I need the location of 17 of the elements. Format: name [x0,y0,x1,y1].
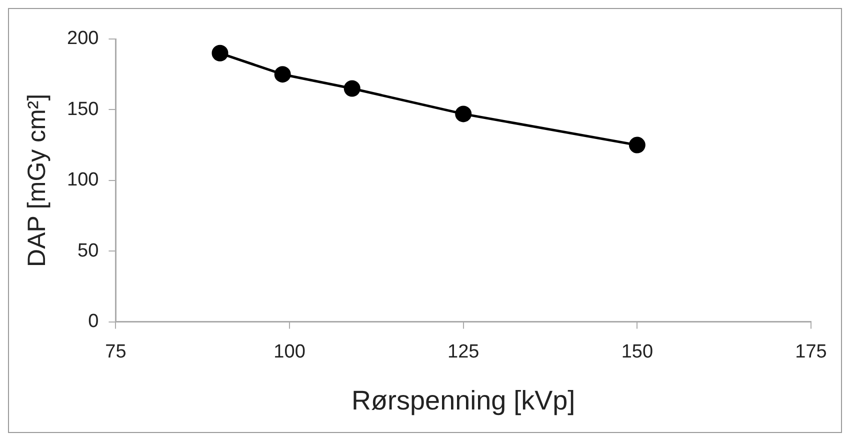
x-axis-title: Rørspenning [kVp] [352,385,576,416]
y-tick-label: 50 [78,240,99,262]
x-tick-label: 100 [274,341,306,362]
y-axis-title: DAP [mGy cm²] [22,94,51,267]
point [274,66,291,83]
x-tick-label: 150 [621,341,654,362]
y-tick-label: 150 [67,98,99,120]
point [344,80,360,97]
x-tick-label: 125 [448,341,480,362]
y-tick-label: 100 [67,170,99,191]
point [628,136,646,154]
x-tick-label: 75 [105,341,126,362]
y-tick-label: 0 [88,311,99,332]
point [212,44,228,62]
y-tick-label: 200 [67,28,99,50]
x-tick-label: 175 [795,341,827,362]
point [455,106,472,122]
